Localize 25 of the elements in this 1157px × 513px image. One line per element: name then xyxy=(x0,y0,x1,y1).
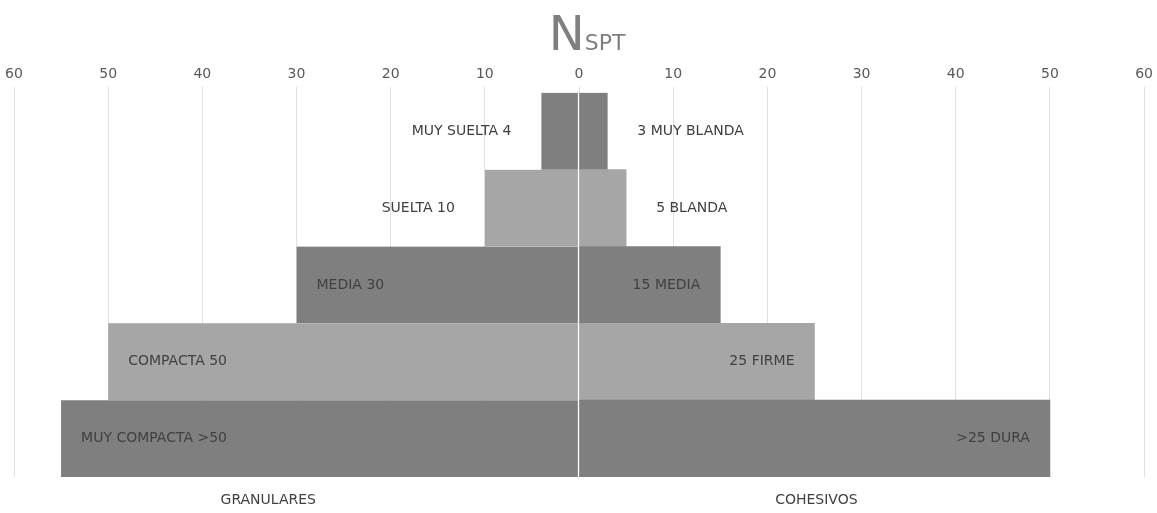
x-tick-label: 30 xyxy=(852,65,871,82)
data-label: 5 BLANDA xyxy=(656,198,728,215)
text: GRANULARES xyxy=(220,490,317,507)
x-tick-label: 10 xyxy=(664,65,683,82)
x-tick-label: 50 xyxy=(1041,65,1059,82)
x-tick-label: 0 xyxy=(574,65,584,82)
x-tick-label: 60 xyxy=(1135,65,1154,82)
x-tick-label: 40 xyxy=(946,65,965,82)
data-label: COMPACTA 50 xyxy=(128,352,228,369)
data-label: MEDIA 30 xyxy=(316,275,385,292)
x-tick-label: 30 xyxy=(287,65,306,82)
x-tick-label: 40 xyxy=(193,65,212,82)
data-label: SUELTA 10 xyxy=(381,198,455,215)
x-tick-label: 10 xyxy=(475,65,494,82)
x-tick-label: 60 xyxy=(5,65,23,82)
data-label: MUY COMPACTA >50 xyxy=(81,429,227,446)
data-label: 15 MEDIA xyxy=(632,275,701,292)
x-tick-label: 20 xyxy=(381,65,400,82)
x-tick-label: 50 xyxy=(99,65,118,82)
data-label: 3 MUY BLANDA xyxy=(637,121,745,138)
text: COHESIVOS xyxy=(775,490,858,507)
data-label: 25 FIRME xyxy=(729,352,795,369)
data-label: MUY SUELTA 4 xyxy=(411,121,512,138)
data-label: >25 DURA xyxy=(956,429,1031,446)
x-tick-label: 20 xyxy=(758,65,777,82)
